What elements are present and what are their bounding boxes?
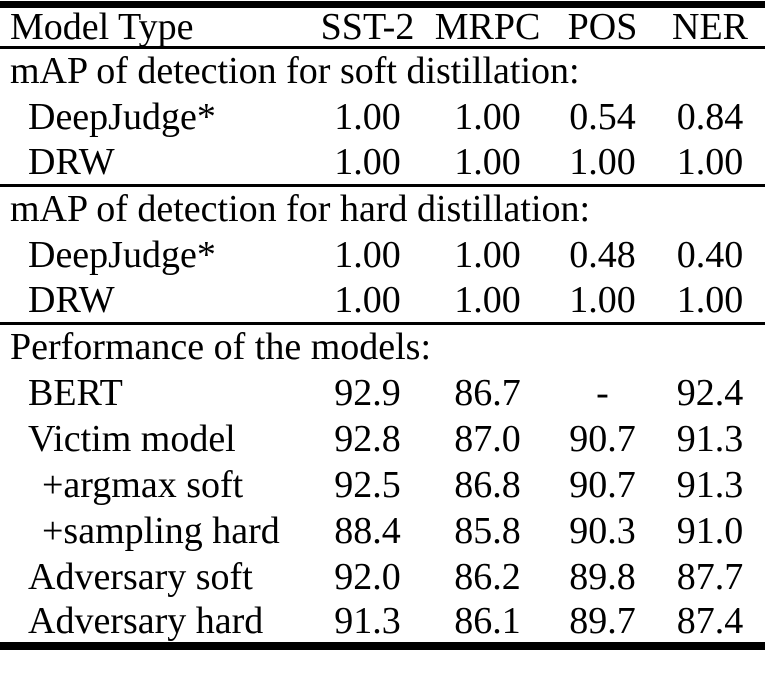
cell-value: 0.84 bbox=[676, 95, 744, 138]
row-label: Adversary soft bbox=[28, 555, 253, 598]
cell-value: 87.0 bbox=[454, 417, 521, 460]
section-header-row: Performance of the models: bbox=[0, 324, 765, 370]
cell-value: 1.00 bbox=[655, 139, 765, 187]
cell-value: 89.7 bbox=[569, 599, 636, 642]
row-label: +sampling hard bbox=[42, 509, 280, 552]
row-label: DeepJudge* bbox=[28, 233, 216, 276]
column-header-pos: POS bbox=[550, 4, 655, 49]
cell-value: 90.3 bbox=[569, 509, 636, 552]
column-header-sst2: SST-2 bbox=[310, 4, 425, 49]
cell-value: 88.4 bbox=[334, 509, 401, 552]
cell-value: 90.7 bbox=[569, 417, 636, 460]
table-row: Victim model 92.8 87.0 90.7 91.3 bbox=[0, 416, 765, 462]
cell-value: 1.00 bbox=[454, 95, 521, 138]
cell-value: 92.4 bbox=[676, 371, 744, 414]
cell-value: 85.8 bbox=[454, 509, 521, 552]
cell-value: 91.3 bbox=[676, 417, 744, 460]
table-row: DeepJudge* 1.00 1.00 0.48 0.40 bbox=[0, 232, 765, 278]
column-header-model-type: Model Type bbox=[0, 4, 310, 49]
cell-value: 91.0 bbox=[676, 509, 744, 552]
cell-value: 1.00 bbox=[550, 139, 655, 187]
cell-value: 87.7 bbox=[676, 555, 744, 598]
cell-value: 92.9 bbox=[334, 371, 401, 414]
cell-value: 1.00 bbox=[425, 277, 550, 325]
column-header-mrpc: MRPC bbox=[425, 4, 550, 49]
table-row: DRW 1.00 1.00 1.00 1.00 bbox=[0, 277, 765, 325]
table-row: Adversary soft 92.0 86.2 89.8 87.7 bbox=[0, 554, 765, 600]
cell-value: 1.00 bbox=[550, 277, 655, 325]
row-label: DRW bbox=[0, 277, 310, 325]
cell-value: 89.8 bbox=[569, 555, 636, 598]
section-header-label: Performance of the models: bbox=[10, 326, 432, 369]
cell-value: 1.00 bbox=[425, 139, 550, 187]
row-label: Victim model bbox=[28, 417, 236, 460]
table-row: BERT 92.9 86.7 - 92.4 bbox=[0, 370, 765, 416]
cell-value: 92.5 bbox=[334, 463, 401, 506]
cell-value: 87.4 bbox=[676, 599, 744, 642]
cell-value: 1.00 bbox=[454, 233, 521, 276]
table-row: +sampling hard 88.4 85.8 90.3 91.0 bbox=[0, 508, 765, 554]
cell-value: 91.3 bbox=[676, 463, 744, 506]
cell-value: 92.0 bbox=[334, 555, 401, 598]
row-label: DeepJudge* bbox=[28, 95, 216, 138]
row-label: DRW bbox=[0, 139, 310, 187]
cell-value: 86.2 bbox=[454, 555, 521, 598]
cell-value: - bbox=[596, 371, 609, 414]
section-header-label: mAP of detection for hard distillation: bbox=[10, 188, 591, 231]
cell-value: 86.7 bbox=[454, 371, 521, 414]
cell-value: 1.00 bbox=[310, 277, 425, 325]
results-table: Model Type SST-2 MRPC POS NER mAP of det… bbox=[0, 1, 765, 650]
table-row: DeepJudge* 1.00 1.00 0.54 0.84 bbox=[0, 94, 765, 140]
cell-value: 91.3 bbox=[334, 599, 401, 642]
cell-value: 1.00 bbox=[655, 277, 765, 325]
row-label: Adversary hard bbox=[28, 599, 264, 642]
section-header-row: mAP of detection for hard distillation: bbox=[0, 186, 765, 232]
cell-value: 1.00 bbox=[334, 95, 401, 138]
table-row: DRW 1.00 1.00 1.00 1.00 bbox=[0, 139, 765, 187]
table-body: mAP of detection for soft distillation: D… bbox=[0, 48, 765, 646]
table-row: Adversary hard 91.3 86.1 89.7 87.4 bbox=[0, 600, 765, 646]
table-row: +argmax soft 92.5 86.8 90.7 91.3 bbox=[0, 462, 765, 508]
row-label: +argmax soft bbox=[42, 463, 244, 506]
cell-value: 86.1 bbox=[454, 599, 521, 642]
cell-value: 86.8 bbox=[454, 463, 521, 506]
cell-value: 0.48 bbox=[569, 233, 636, 276]
row-label: BERT bbox=[28, 371, 123, 414]
cell-value: 0.40 bbox=[676, 233, 744, 276]
column-header-ner: NER bbox=[655, 4, 765, 49]
cell-value: 1.00 bbox=[310, 139, 425, 187]
cell-value: 0.54 bbox=[569, 95, 636, 138]
section-header-label: mAP of detection for soft distillation: bbox=[10, 50, 580, 93]
section-header-row: mAP of detection for soft distillation: bbox=[0, 48, 765, 94]
cell-value: 1.00 bbox=[334, 233, 401, 276]
cell-value: 90.7 bbox=[569, 463, 636, 506]
header-row: Model Type SST-2 MRPC POS NER bbox=[0, 4, 765, 49]
cell-value: 92.8 bbox=[334, 417, 401, 460]
